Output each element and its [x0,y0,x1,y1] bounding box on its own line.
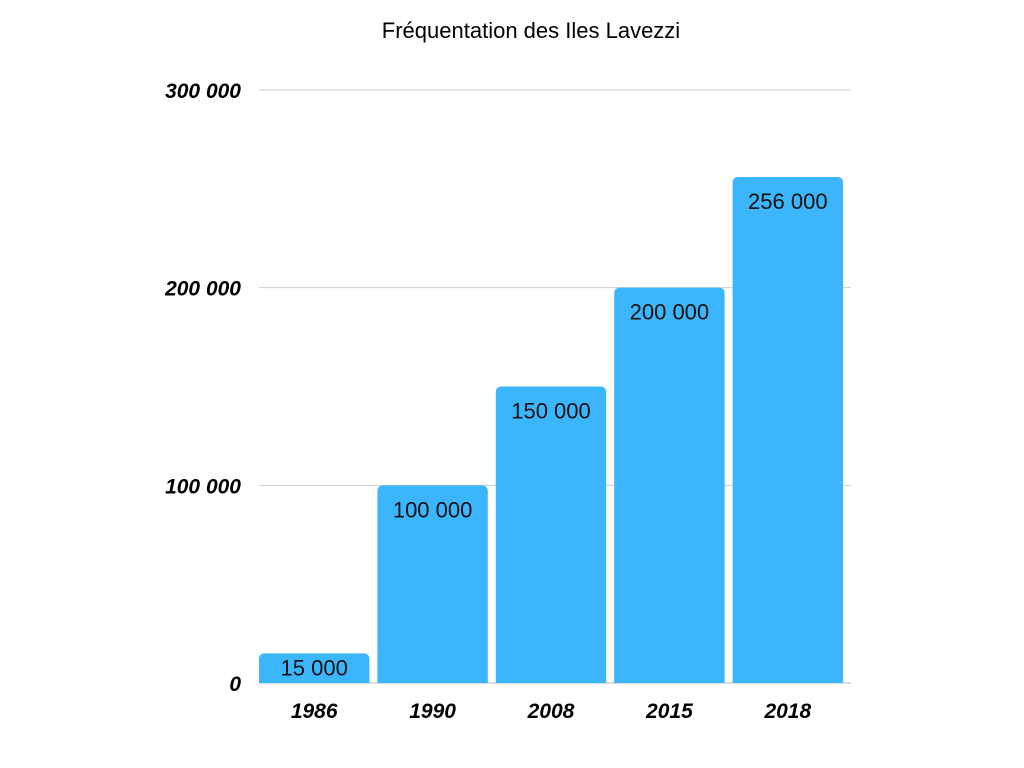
x-tick-label: 2015 [645,700,693,723]
y-tick-label: 0 [229,673,241,696]
data-label: 200 000 [630,300,710,325]
chart-title: Fréquentation des Iles Lavezzi [382,18,680,43]
data-label: 150 000 [511,399,591,424]
bar-data-labels: 15 000 100 000 150 000 200 000 256 000 [281,189,828,680]
x-axis-ticks: 1986 1990 2008 2015 2018 [291,700,812,723]
x-tick-label: 2018 [763,700,811,723]
data-label: 15 000 [281,655,348,680]
y-tick-label: 300 000 [165,80,241,103]
bars [259,176,843,683]
y-tick-label: 100 000 [165,475,241,498]
bar-2018 [732,176,843,683]
x-tick-label: 1990 [409,700,456,723]
bar-2008 [495,386,607,683]
data-label: 256 000 [748,189,828,214]
bar-2015 [614,287,725,683]
y-tick-label: 200 000 [164,278,241,301]
x-tick-label: 1986 [291,700,338,723]
data-label: 100 000 [393,497,473,522]
x-tick-label: 2008 [527,700,575,723]
bar-1990 [377,485,488,683]
y-axis-ticks: 0 100 000 200 000 300 000 [164,80,241,696]
bar-1986 [259,653,370,683]
